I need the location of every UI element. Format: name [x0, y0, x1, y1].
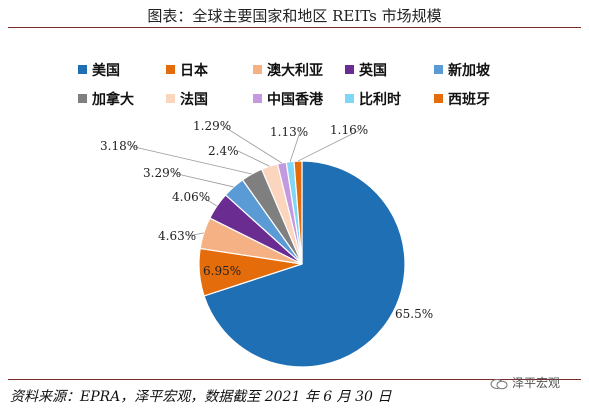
wechat-icon: [490, 378, 508, 390]
legend-item: 英国: [345, 62, 387, 79]
legend-swatch: [434, 94, 443, 103]
legend-label: 中国香港: [267, 91, 324, 108]
leader-line: [238, 151, 270, 166]
data-label: 2.4%: [208, 144, 239, 158]
legend-swatch: [78, 65, 87, 74]
legend-item: 加拿大: [78, 91, 134, 108]
legend-item: 法国: [166, 91, 208, 108]
legend-item: 日本: [166, 62, 209, 79]
watermark: 泽平宏观: [490, 374, 560, 391]
legend-swatch: [166, 65, 175, 74]
legend-item: 西班牙: [434, 91, 490, 108]
legend-label: 美国: [92, 62, 120, 79]
legend-swatch: [166, 94, 175, 103]
legend-swatch: [434, 65, 443, 74]
data-label: 65.5%: [395, 307, 433, 321]
legend-label: 日本: [180, 62, 209, 79]
data-label: 1.29%: [193, 119, 231, 133]
legend-label: 比利时: [359, 91, 401, 108]
legend-label: 新加坡: [448, 62, 491, 79]
data-label: 4.63%: [158, 229, 196, 243]
leader-line: [173, 173, 234, 187]
source-note: 资料来源：EPRA，泽平宏观，数据截至 2021 年 6 月 30 日: [10, 386, 391, 406]
legend-item: 美国: [78, 62, 120, 79]
legend-swatch: [345, 65, 354, 74]
data-label: 1.13%: [270, 125, 308, 139]
legend-label: 英国: [358, 62, 387, 79]
legend-swatch: [253, 65, 262, 74]
legend-item: 新加坡: [434, 62, 491, 79]
legend-item: 澳大利亚: [253, 62, 323, 79]
data-label: 4.06%: [172, 190, 210, 204]
legend-item: 中国香港: [253, 91, 324, 108]
data-label: 1.16%: [330, 123, 368, 137]
legend-swatch: [253, 94, 262, 103]
legend-swatch: [78, 94, 87, 103]
legend-item: 比利时: [345, 91, 401, 108]
legend-label: 法国: [180, 91, 208, 108]
data-label: 3.18%: [100, 139, 138, 153]
watermark-text: 泽平宏观: [512, 376, 560, 390]
legend-label: 澳大利亚: [267, 62, 323, 79]
legend-swatch: [345, 94, 354, 103]
data-label: 6.95%: [203, 264, 241, 278]
legend-label: 加拿大: [91, 91, 134, 108]
data-label: 3.29%: [143, 166, 181, 180]
legend-label: 西班牙: [448, 91, 490, 108]
